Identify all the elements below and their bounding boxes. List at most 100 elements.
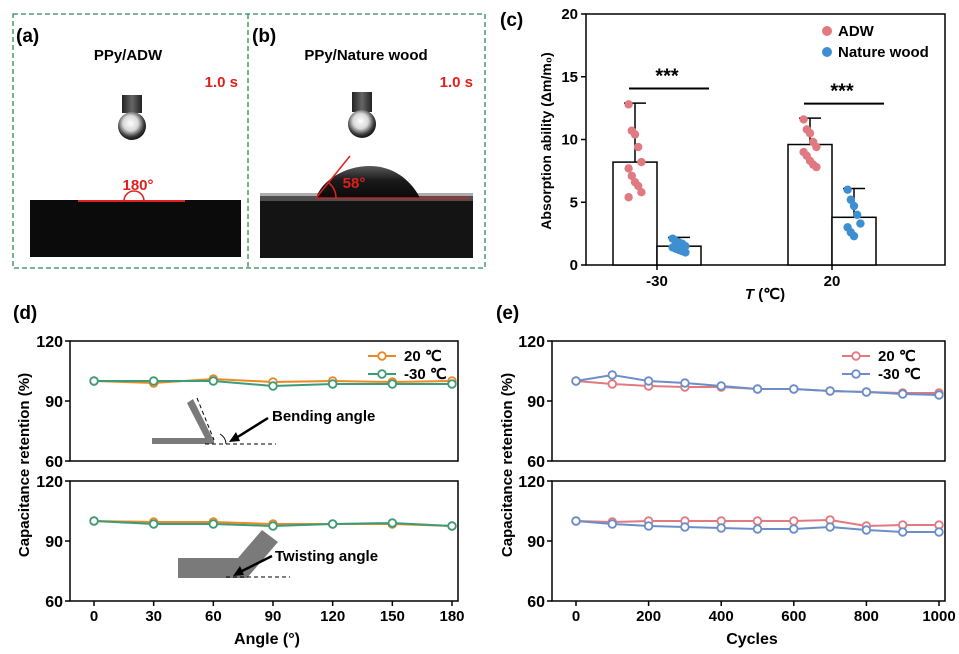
c-bar	[831, 216, 877, 266]
needle-a	[122, 95, 142, 113]
d-ylabel: Capacitance retention (%)	[16, 373, 33, 557]
series-point	[716, 381, 726, 391]
ytick-label: 90	[527, 534, 545, 551]
plot-c: 0 5 10 15 20 -30 *** 20 *** T (℃) ADW Nature wood	[561, 6, 946, 303]
xtick-label: 60	[205, 608, 222, 625]
ytick-label: 60	[45, 594, 63, 611]
legend-marker	[377, 369, 387, 379]
c-point	[624, 100, 633, 109]
panel-e-label: (e)	[496, 303, 519, 324]
c-xtick-label: -30	[646, 273, 668, 290]
series-point	[89, 516, 99, 526]
c-sig-stars: ***	[830, 81, 854, 103]
c-xlabel: T (℃)	[745, 286, 785, 303]
twisting-arrowhead	[233, 566, 244, 576]
series-point	[680, 378, 690, 388]
droplet-b	[348, 110, 376, 138]
ytick-label: 120	[36, 334, 63, 351]
substrate-a	[30, 200, 241, 257]
c-point	[634, 181, 643, 191]
series-point	[148, 519, 159, 529]
series-point	[643, 376, 654, 386]
e-xlabel: Cycles	[726, 631, 778, 648]
panel-ab: (a) PPy/ADW 1.0 s 180° (b) PPy/Nature wo…	[12, 13, 486, 269]
panel-c-label: (c)	[500, 10, 523, 31]
sessile-drop-b	[316, 166, 420, 198]
substrate-b	[260, 196, 473, 258]
c-sig-stars: ***	[655, 66, 679, 88]
c-ytick-label: 5	[570, 194, 578, 211]
panel-c: (c) 0 5 10 15 20 -30 *** 20 *** T (℃) ADW Nature wo…	[500, 6, 946, 303]
twisting-strip	[178, 530, 278, 578]
xtick-label: 180	[439, 608, 464, 625]
c-legend-label: ADW	[838, 23, 875, 40]
xtick-label: 1000	[922, 608, 955, 625]
droplet-a	[118, 112, 146, 140]
twisting-inset: Twisting angle	[178, 530, 378, 578]
panel-b-title: PPy/Nature wood	[304, 47, 427, 64]
series-point	[898, 389, 908, 399]
bending-arrow	[235, 416, 269, 440]
series-point	[934, 527, 944, 537]
tangent-b	[315, 155, 351, 199]
e-ylabel: Capacitance retention (%)	[499, 373, 516, 557]
c-point	[637, 188, 646, 197]
series-point	[789, 516, 799, 526]
bending-label: Bending angle	[272, 408, 375, 425]
ytick-label: 60	[527, 454, 545, 471]
c-point	[799, 115, 808, 124]
c-xtick-label: 20	[824, 273, 841, 290]
series-point	[208, 376, 219, 386]
series-point	[898, 527, 908, 537]
series-point	[387, 379, 398, 389]
d-xlabel: Angle (°)	[234, 631, 300, 648]
c-point	[843, 185, 852, 194]
panel-b-label: (b)	[252, 26, 276, 47]
series-point	[447, 379, 457, 389]
series-point	[861, 387, 872, 397]
c-point	[853, 210, 862, 219]
series-point	[825, 522, 835, 532]
c-legend-marker	[822, 47, 832, 57]
c-point	[812, 162, 821, 172]
series-point	[789, 384, 799, 394]
series-point	[861, 525, 872, 535]
c-point	[805, 129, 815, 138]
c-xlabel-var: T	[745, 286, 756, 303]
xtick-label: 120	[320, 608, 345, 625]
c-point	[637, 157, 646, 167]
series-point	[752, 524, 763, 534]
c-point	[856, 219, 865, 228]
angle-a: 180°	[122, 177, 153, 194]
xtick-label: 800	[854, 608, 879, 625]
c-point	[624, 164, 633, 173]
series-point	[327, 519, 338, 529]
bending-arc	[219, 433, 227, 445]
series-point	[789, 524, 799, 534]
angle-arc-b	[328, 182, 337, 199]
c-point	[681, 248, 690, 257]
series-point	[327, 379, 338, 389]
angle-b: 58°	[343, 175, 366, 192]
ytick-label: 60	[45, 454, 63, 471]
xtick-label: 30	[145, 608, 162, 625]
bending-dash-1	[196, 397, 215, 441]
c-legend-label: Nature wood	[838, 44, 929, 61]
twisting-label: Twisting angle	[275, 548, 378, 565]
c-point	[846, 195, 855, 204]
legend-marker	[851, 351, 861, 361]
series-point	[148, 376, 159, 386]
c-ylabel: Absorption ability (Δm/m₀)	[538, 52, 554, 229]
xtick-label: 150	[380, 608, 405, 625]
panel-e: (e) 60 90 120 20 ℃-30 ℃ 60 90 120 0 200 400 600 800…	[496, 303, 956, 648]
ytick-label: 120	[518, 474, 545, 491]
series-point	[643, 521, 654, 531]
series-point	[752, 516, 763, 526]
ytick-label: 90	[45, 394, 63, 411]
plot-e: 60 90 120 20 ℃-30 ℃ 60 90 120 0 200 400 600 800 1000	[518, 334, 955, 625]
c-point	[634, 142, 643, 152]
plot-d: 60 90 120 20 ℃-30 ℃ 60 90 120 0 30 60 90 120 150 180	[36, 334, 464, 625]
series-point	[825, 386, 835, 396]
panel-a-label: (a)	[16, 26, 39, 47]
series-point	[607, 370, 617, 380]
